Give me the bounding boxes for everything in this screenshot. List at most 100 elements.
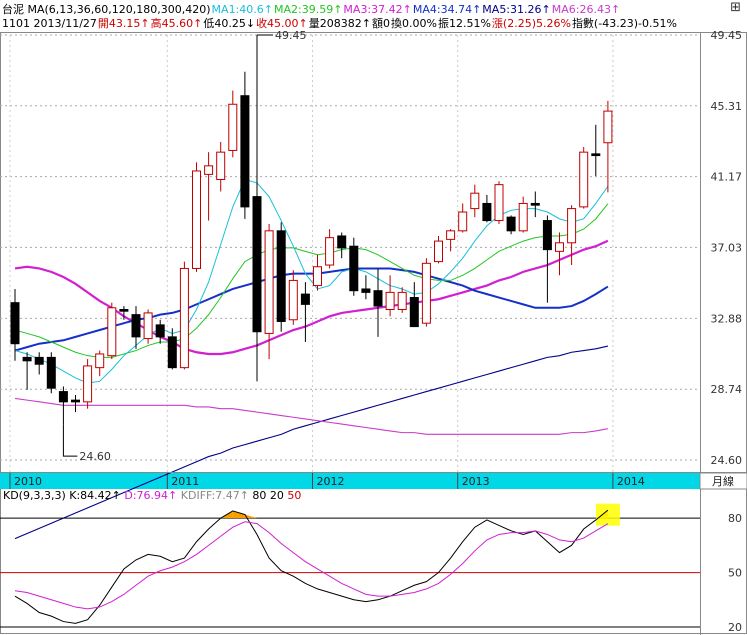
candle-body-25 bbox=[313, 266, 322, 287]
y-tick-label-6: 24.60 bbox=[711, 454, 743, 467]
quote-item-0: 1101 2013/11/27 bbox=[2, 17, 97, 30]
ma6-line bbox=[14, 397, 608, 435]
candle-body-21 bbox=[264, 230, 274, 334]
candle-body-5 bbox=[71, 399, 80, 403]
kd-series-K bbox=[14, 509, 609, 624]
time-axis-band bbox=[0, 473, 700, 489]
legend-item-3: MA3:37.42↑ bbox=[343, 3, 412, 16]
y-tick-label-1: 45.31 bbox=[711, 100, 743, 113]
candle-body-36 bbox=[446, 230, 456, 240]
y-tick-label-5: 28.74 bbox=[711, 383, 743, 396]
high-annotation: 49.45 bbox=[275, 29, 307, 42]
quote-item-1: 開43.15↑ bbox=[97, 17, 150, 30]
y-tick-label-3: 37.03 bbox=[711, 241, 743, 254]
candle-body-30 bbox=[373, 290, 383, 307]
candle-body-32 bbox=[397, 291, 407, 310]
candle-body-17 bbox=[216, 151, 226, 181]
candle-body-48 bbox=[591, 153, 601, 157]
candle-body-20 bbox=[252, 196, 262, 333]
kd-tick-label-1: 50 bbox=[728, 567, 742, 580]
candle-body-45 bbox=[555, 242, 564, 252]
quote-item-8: 振12.51% bbox=[437, 17, 491, 30]
candle-body-10 bbox=[131, 314, 141, 338]
year-label-3: 2013 bbox=[462, 475, 490, 488]
ma3-line bbox=[14, 239, 609, 356]
candle-body-13 bbox=[167, 336, 177, 369]
quote-header: 1101 2013/11/27開43.15↑高45.60↑低40.25↓收45.… bbox=[2, 17, 678, 30]
quote-item-4: 收45.00↑ bbox=[256, 17, 308, 30]
kd-tick-label-0: 80 bbox=[728, 512, 742, 525]
candle-body-24 bbox=[300, 293, 310, 305]
kd-overbought-fill-19 bbox=[244, 514, 257, 519]
quote-item-3: 低40.25↓ bbox=[203, 17, 256, 30]
legend-item-2: MA2:39.59↑ bbox=[273, 3, 343, 16]
candle-body-35 bbox=[434, 240, 443, 263]
candle-body-28 bbox=[349, 245, 359, 292]
candle-body-33 bbox=[409, 297, 419, 328]
candle-body-0 bbox=[10, 302, 20, 345]
candle-body-23 bbox=[288, 279, 298, 321]
kd-tick-label-2: 20 bbox=[728, 621, 742, 634]
candle-body-22 bbox=[276, 230, 286, 322]
candle-body-1 bbox=[22, 356, 32, 362]
year-label-2: 2012 bbox=[317, 475, 345, 488]
candle-body-41 bbox=[506, 216, 516, 232]
candle-body-43 bbox=[530, 202, 540, 206]
kd-series-D bbox=[14, 521, 609, 610]
low-annotation: 24.60 bbox=[79, 450, 111, 463]
legend-item-4: MA4:34.74↑ bbox=[412, 3, 482, 16]
candle-body-12 bbox=[155, 324, 165, 338]
kd-last-highlight bbox=[595, 503, 620, 526]
candle-body-14 bbox=[179, 267, 189, 369]
kd-header-item-0: KD(9,3,3,3) bbox=[3, 489, 69, 502]
low-marker-line bbox=[62, 424, 78, 457]
year-label-4: 2014 bbox=[617, 475, 645, 488]
legend-item-5: MA5:31.26↑ bbox=[482, 3, 551, 16]
y-tick-label-2: 41.17 bbox=[711, 171, 743, 184]
candle-body-11 bbox=[143, 312, 153, 340]
ma5-line bbox=[14, 345, 609, 540]
y-tick-label-0: 49.45 bbox=[711, 29, 743, 42]
quote-item-10: 指數(-43.23)-0.51% bbox=[571, 17, 677, 30]
window-restore-icon[interactable]: ⊞ bbox=[730, 0, 741, 15]
candle-body-18 bbox=[228, 103, 238, 151]
legend-item-0: 台泥 MA(6,13,36,60,120,180,300,420) bbox=[2, 3, 211, 16]
legend-item-1: MA1:40.6↑ bbox=[211, 3, 273, 16]
ma1-line bbox=[14, 178, 609, 384]
kd-header-item-1: K:84.42↑ bbox=[69, 489, 124, 502]
candle-body-38 bbox=[470, 192, 480, 210]
quote-item-2: 高45.60↑ bbox=[150, 17, 203, 30]
candle-body-19 bbox=[240, 95, 250, 208]
quote-item-6: 額0 bbox=[372, 17, 390, 30]
candle-body-44 bbox=[542, 220, 552, 251]
quote-item-7: 換0.00% bbox=[391, 17, 437, 30]
kd-header-item-2: D:76.94↑ bbox=[124, 489, 180, 502]
candle-body-49 bbox=[603, 110, 613, 144]
kd-header-item-5: 20 bbox=[270, 489, 288, 502]
candle-body-26 bbox=[325, 237, 335, 266]
candle-body-47 bbox=[579, 151, 589, 208]
candle-body-3 bbox=[46, 356, 56, 389]
candle-body-9 bbox=[119, 308, 129, 312]
candle-body-8 bbox=[107, 307, 117, 357]
candle-body-37 bbox=[458, 211, 468, 232]
candle-body-16 bbox=[204, 165, 214, 175]
period-label: 月線 bbox=[712, 474, 734, 488]
kd-overbought-fill-18 bbox=[232, 510, 245, 519]
kd-header-item-3: KDIFF:7.47↑ bbox=[181, 489, 253, 502]
candle-body-6 bbox=[83, 365, 93, 403]
candle-body-31 bbox=[385, 291, 395, 310]
legend-item-6: MA6:26.43↑ bbox=[551, 3, 621, 16]
candle-body-4 bbox=[58, 391, 68, 403]
ma-legend-header: 台泥 MA(6,13,36,60,120,180,300,420)MA1:40.… bbox=[2, 3, 621, 16]
candle-body-39 bbox=[482, 202, 492, 222]
candle-body-27 bbox=[337, 235, 347, 249]
ma2-line bbox=[14, 203, 609, 358]
quote-item-5: 量208382↑ bbox=[308, 17, 371, 30]
year-label-0: 2010 bbox=[14, 475, 42, 488]
kd-header: KD(9,3,3,3) K:84.42↑ D:76.94↑ KDIFF:7.47… bbox=[3, 489, 301, 502]
year-label-1: 2011 bbox=[171, 475, 199, 488]
candle-body-7 bbox=[95, 353, 105, 369]
